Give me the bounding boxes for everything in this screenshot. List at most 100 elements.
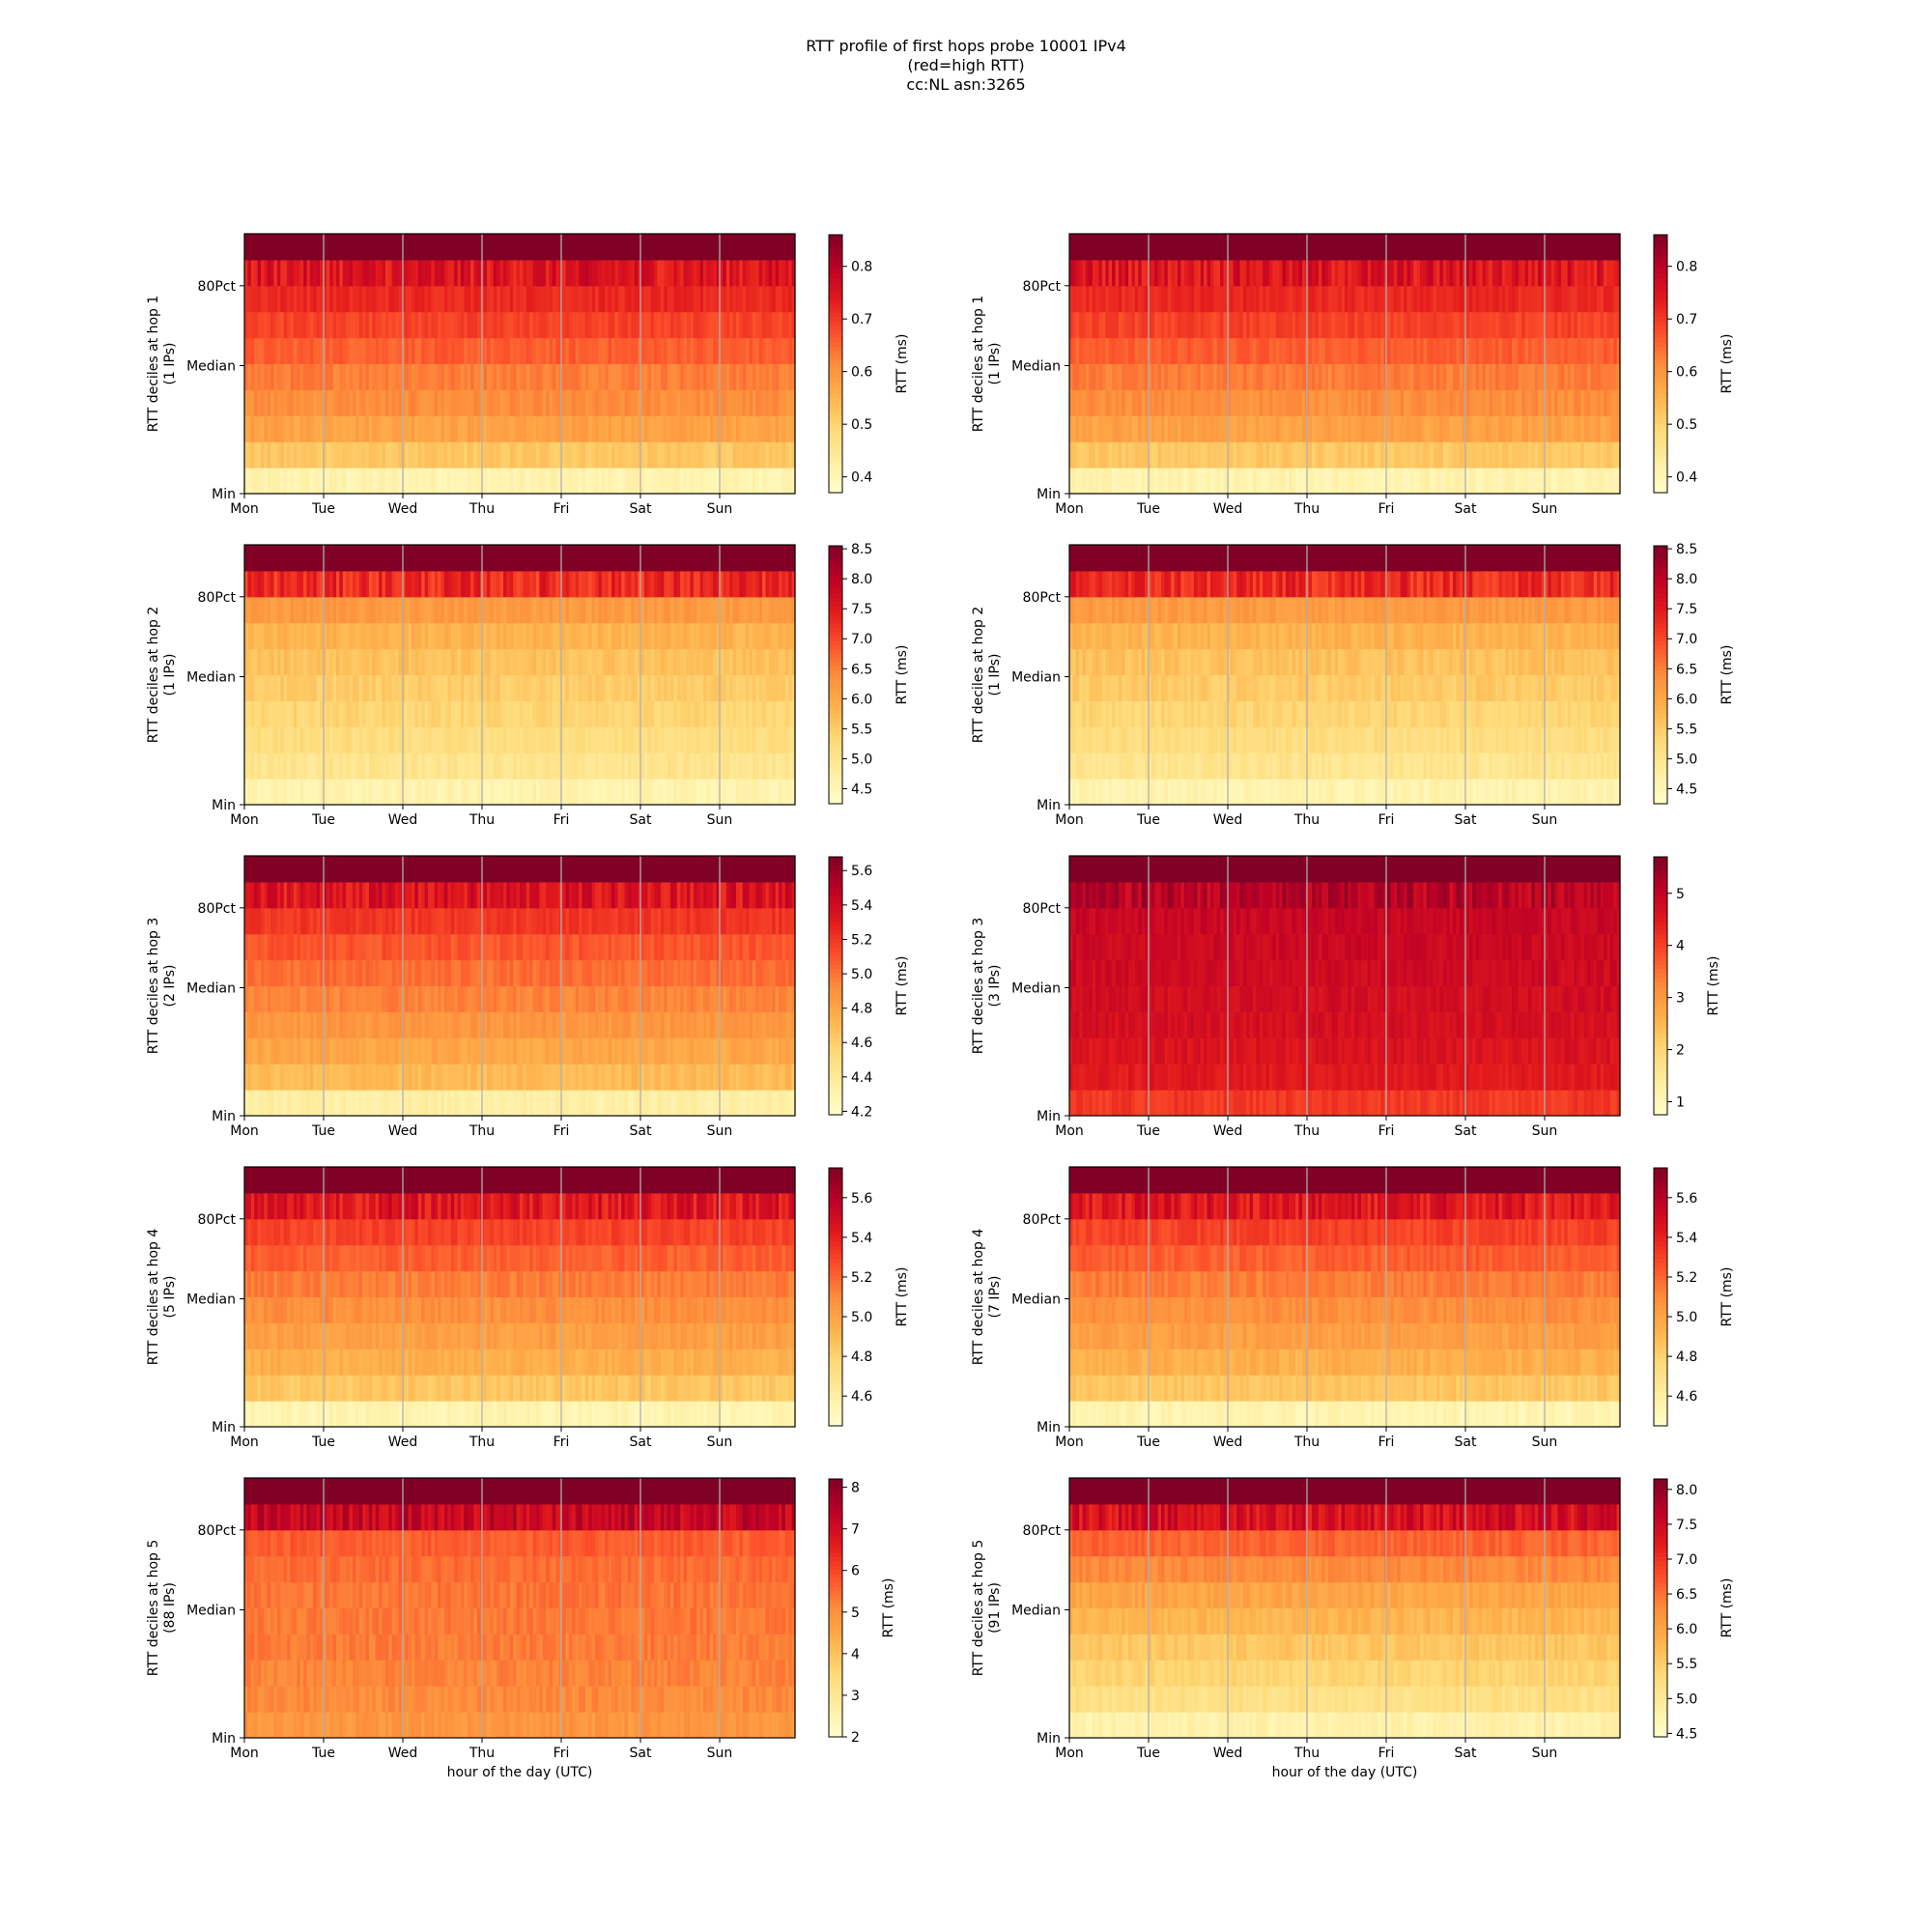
colorbar-segment xyxy=(1654,235,1667,240)
heatmap-cell xyxy=(651,234,655,260)
heatmap-cell xyxy=(294,675,298,701)
heatmap-cell xyxy=(1119,234,1122,260)
heatmap-cell xyxy=(1293,312,1296,338)
heatmap-cell xyxy=(1154,441,1158,468)
heatmap-cell xyxy=(409,260,412,286)
heatmap-cell xyxy=(1234,415,1237,441)
heatmap-cell xyxy=(329,312,333,338)
heatmap-cell xyxy=(270,286,274,312)
heatmap-cell xyxy=(261,779,265,805)
heatmap-cell xyxy=(454,312,458,338)
heatmap-cell xyxy=(1348,389,1351,415)
heatmap-cell xyxy=(454,675,458,701)
heatmap-cell xyxy=(247,389,251,415)
x-tick-label: Wed xyxy=(1213,501,1243,517)
heatmap-cell xyxy=(1187,468,1191,494)
heatmap-cell xyxy=(500,726,504,753)
heatmap-cell xyxy=(468,338,471,364)
heatmap-cell xyxy=(1453,468,1457,494)
heatmap-cell xyxy=(1279,312,1283,338)
heatmap-cell xyxy=(376,623,380,649)
heatmap-cell xyxy=(776,753,780,779)
colorbar-segment xyxy=(829,403,842,408)
heatmap-cell xyxy=(1302,364,1306,390)
heatmap-cell xyxy=(1302,468,1306,494)
heatmap-cell xyxy=(1315,312,1319,338)
heatmap-cell xyxy=(353,649,356,675)
heatmap-cell xyxy=(729,364,733,390)
heatmap-cell xyxy=(696,364,700,390)
heatmap-cell xyxy=(1302,260,1306,286)
heatmap-cell xyxy=(743,415,747,441)
heatmap-cell xyxy=(1269,312,1273,338)
heatmap-cell xyxy=(1302,389,1306,415)
heatmap-cell xyxy=(536,675,540,701)
heatmap-cell xyxy=(546,234,550,260)
heatmap-cell xyxy=(605,753,609,779)
heatmap-cell xyxy=(706,649,710,675)
heatmap-cell xyxy=(1577,468,1581,494)
colorbar-segment xyxy=(1654,299,1667,304)
heatmap-cell xyxy=(1234,364,1237,390)
heatmap-cell xyxy=(421,753,425,779)
heatmap-cell xyxy=(261,234,265,260)
heatmap-cell xyxy=(431,675,435,701)
colorbar-segment xyxy=(1654,450,1667,455)
heatmap-cell xyxy=(362,623,366,649)
heatmap-cell xyxy=(444,753,448,779)
heatmap-cell xyxy=(1223,312,1227,338)
heatmap-cell xyxy=(1164,312,1168,338)
heatmap-cell xyxy=(1142,389,1146,415)
colorbar-segment xyxy=(829,295,842,299)
heatmap-cell xyxy=(1361,441,1365,468)
colorbar-segment xyxy=(1654,467,1667,471)
heatmap-cell xyxy=(1371,286,1375,312)
heatmap-cell xyxy=(1256,468,1260,494)
heatmap-cell xyxy=(500,753,504,779)
colorbar-segment xyxy=(1654,282,1667,287)
heatmap-cell xyxy=(546,753,550,779)
heatmap-cell xyxy=(684,649,688,675)
colorbar-tick-label: 0.6 xyxy=(1676,365,1697,381)
heatmap-cell xyxy=(270,415,274,441)
heatmap-cell xyxy=(1577,389,1581,415)
y-axis-ips-label: (1 IPs) xyxy=(162,343,178,385)
x-tick-label: Sat xyxy=(630,501,652,517)
heatmap-cell xyxy=(628,649,632,675)
heatmap-cell xyxy=(294,468,298,494)
heatmap-cell xyxy=(1590,441,1594,468)
heatmap-cell xyxy=(1256,415,1260,441)
heatmap-cell xyxy=(743,726,747,753)
heatmap-cell xyxy=(362,649,366,675)
heatmap-cell xyxy=(1601,234,1605,260)
heatmap-cell xyxy=(684,441,688,468)
heatmap-cell xyxy=(1187,312,1191,338)
heatmap-cell xyxy=(421,389,425,415)
heatmap-cell xyxy=(294,364,298,390)
heatmap-cell xyxy=(651,753,655,779)
heatmap-cell xyxy=(1269,415,1273,441)
heatmap-cell xyxy=(261,312,265,338)
heatmap-cell xyxy=(569,468,573,494)
heatmap-cell xyxy=(569,415,573,441)
heatmap-cell xyxy=(1086,415,1090,441)
heatmap-cell xyxy=(409,571,412,597)
colorbar-segment xyxy=(829,291,842,296)
heatmap-cell xyxy=(536,468,540,494)
heatmap-cell xyxy=(1486,338,1490,364)
heatmap-cell xyxy=(1178,312,1181,338)
heatmap-cell xyxy=(628,415,632,441)
heatmap-cell xyxy=(696,675,700,701)
heatmap-cell xyxy=(765,597,769,623)
heatmap-cell xyxy=(1521,312,1525,338)
heatmap-cell xyxy=(1142,312,1146,338)
heatmap-cell xyxy=(1072,364,1076,390)
heatmap-cell xyxy=(398,726,402,753)
heatmap-cell xyxy=(1338,468,1342,494)
heatmap-cell xyxy=(1302,415,1306,441)
colorbar-segment xyxy=(829,467,842,471)
heatmap-cell xyxy=(317,468,321,494)
heatmap-cell xyxy=(1590,234,1594,260)
colorbar-segment xyxy=(829,394,842,399)
heatmap-cell xyxy=(317,597,321,623)
